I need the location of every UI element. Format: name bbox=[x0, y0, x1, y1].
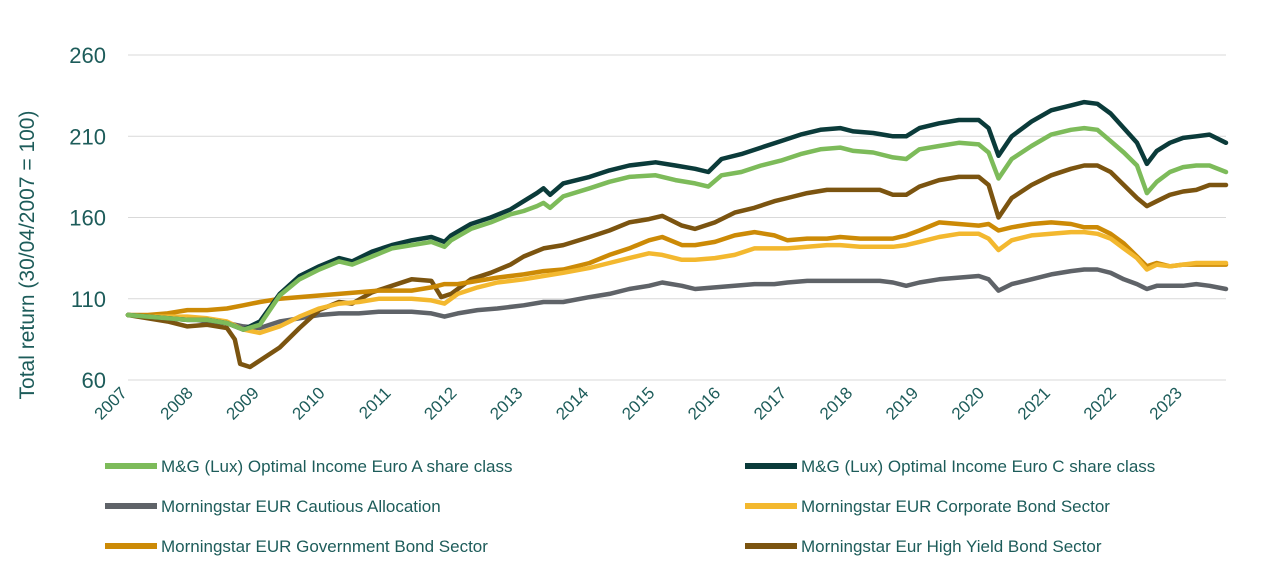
legend-item: Morningstar EUR Corporate Bond Sector bbox=[745, 497, 1110, 516]
x-tick-label: 2020 bbox=[948, 383, 988, 423]
legend: M&G (Lux) Optimal Income Euro A share cl… bbox=[105, 457, 1155, 556]
y-tick-label: 260 bbox=[69, 43, 106, 68]
series-line-5 bbox=[125, 163, 1229, 370]
x-tick-label: 2008 bbox=[157, 383, 197, 423]
legend-item: Morningstar Eur High Yield Bond Sector bbox=[745, 537, 1102, 556]
series-line-1 bbox=[125, 99, 1229, 332]
x-tick-label: 2021 bbox=[1014, 383, 1054, 423]
x-tick-label: 2023 bbox=[1146, 383, 1186, 423]
legend-label: M&G (Lux) Optimal Income Euro C share cl… bbox=[801, 457, 1155, 476]
y-tick-label: 210 bbox=[69, 124, 106, 149]
series-line-4 bbox=[125, 220, 1229, 318]
legend-label: Morningstar Eur High Yield Bond Sector bbox=[801, 537, 1102, 556]
x-tick-label: 2014 bbox=[552, 383, 592, 423]
y-axis-ticks: 60 110 160 210 260 bbox=[69, 43, 106, 393]
series-lines bbox=[125, 99, 1229, 370]
legend-label: M&G (Lux) Optimal Income Euro A share cl… bbox=[161, 457, 512, 476]
x-tick-label: 2012 bbox=[420, 383, 460, 423]
y-tick-label: 60 bbox=[82, 368, 106, 393]
x-tick-label: 2019 bbox=[882, 383, 922, 423]
legend-label: Morningstar EUR Cautious Allocation bbox=[161, 497, 441, 516]
x-tick-label: 2009 bbox=[223, 383, 263, 423]
legend-label: Morningstar EUR Corporate Bond Sector bbox=[801, 497, 1110, 516]
legend-label: Morningstar EUR Government Bond Sector bbox=[161, 537, 488, 556]
series-line-3 bbox=[125, 229, 1229, 336]
series-line-0 bbox=[125, 125, 1229, 332]
legend-item: M&G (Lux) Optimal Income Euro C share cl… bbox=[745, 457, 1155, 476]
legend-item: Morningstar EUR Cautious Allocation bbox=[105, 497, 441, 516]
x-tick-label: 2017 bbox=[750, 383, 790, 423]
x-tick-label: 2016 bbox=[684, 383, 724, 423]
x-tick-label: 2013 bbox=[486, 383, 526, 423]
series-line-2 bbox=[125, 267, 1229, 331]
y-tick-label: 160 bbox=[69, 206, 106, 231]
legend-item: M&G (Lux) Optimal Income Euro A share cl… bbox=[105, 457, 512, 476]
x-tick-label: 2018 bbox=[816, 383, 856, 423]
x-tick-label: 2011 bbox=[355, 383, 394, 422]
legend-item: Morningstar EUR Government Bond Sector bbox=[105, 537, 488, 556]
y-axis-label: Total return (30/04/2007 = 100) bbox=[16, 111, 39, 400]
x-tick-label: 2015 bbox=[618, 383, 658, 423]
y-tick-label: 110 bbox=[71, 287, 106, 312]
x-axis-ticks: 2007 2008 2009 2010 2011 2012 2013 2014 2015 2016… bbox=[91, 383, 1186, 423]
gridlines bbox=[128, 54, 1226, 381]
x-tick-label: 2010 bbox=[288, 383, 328, 423]
x-tick-label: 2022 bbox=[1080, 383, 1120, 423]
